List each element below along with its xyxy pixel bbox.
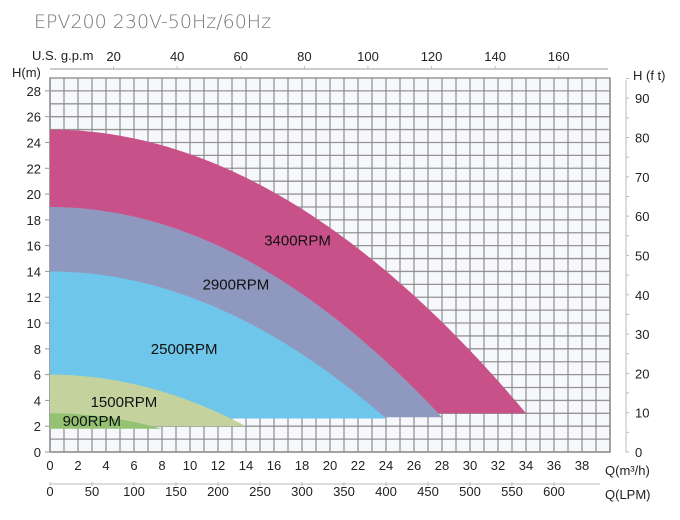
lpm-tick-label: 0 [46,484,53,499]
left-tick-label: 10 [27,316,41,331]
bottom-tick-label: 6 [130,458,137,473]
left-tick-label: 18 [27,213,41,228]
ft-tick-label: 50 [635,248,649,263]
series-label: 2900RPM [203,277,270,294]
left-tick-label: 4 [34,393,41,408]
ft-tick-label: 30 [635,327,649,342]
lpm-tick-label: 550 [501,484,523,499]
bottom-tick-label: 20 [323,458,337,473]
gpm-tick-label: 40 [170,49,184,64]
bottom-tick-label: 12 [211,458,225,473]
gpm-tick-label: 140 [484,49,506,64]
bottom-axis-label-lpm: Q(LPM) [605,487,651,502]
lpm-tick-label: 500 [459,484,481,499]
left-tick-label: 28 [27,84,41,99]
left-tick-label: 26 [27,110,41,125]
lpm-tick-label: 450 [417,484,439,499]
bottom-tick-label: 32 [491,458,505,473]
ft-tick-label: 20 [635,366,649,381]
bottom-tick-label: 14 [239,458,253,473]
gpm-tick-label: 160 [548,49,570,64]
series-label: 3400RPM [264,233,331,250]
bottom-tick-label: 26 [407,458,421,473]
lpm-tick-label: 600 [543,484,565,499]
lpm-tick-label: 150 [165,484,187,499]
gpm-tick-label: 100 [357,49,379,64]
bottom-axis-label-m3h: Q(m³/h) [605,463,650,478]
chart-title: EPV200 230V-50Hz/60Hz [34,11,271,33]
lpm-tick-label: 250 [249,484,271,499]
series-area-2500rpm [50,271,386,419]
bottom-tick-label: 16 [267,458,281,473]
left-tick-label: 14 [27,264,41,279]
lpm-tick-label: 100 [123,484,145,499]
left-tick-label: 8 [34,342,41,357]
bottom-tick-label: 18 [295,458,309,473]
bottom-tick-label: 28 [435,458,449,473]
gpm-tick-label: 80 [297,49,311,64]
lpm-tick-label: 400 [375,484,397,499]
series-area-900rpm [50,413,162,429]
ft-tick-label: 60 [635,209,649,224]
bottom-tick-label: 34 [519,458,533,473]
bottom-tick-label: 36 [547,458,561,473]
bottom-tick-label: 0 [46,458,53,473]
ft-tick-label: 80 [635,131,649,146]
left-tick-label: 20 [27,187,41,202]
gpm-tick-label: 60 [234,49,248,64]
lpm-tick-label: 300 [291,484,313,499]
bottom-tick-label: 10 [183,458,197,473]
series-label: 900RPM [63,413,121,430]
ft-tick-label: 90 [635,91,649,106]
series-label: 1500RPM [91,394,158,411]
ft-tick-label: 40 [635,288,649,303]
top-axis-label: U.S. g.p.m [32,48,93,63]
lpm-tick-label: 50 [85,484,99,499]
bottom-tick-label: 24 [379,458,393,473]
left-tick-label: 6 [34,368,41,383]
gpm-tick-label: 120 [421,49,443,64]
bottom-tick-label: 22 [351,458,365,473]
gpm-tick-label: 20 [106,49,120,64]
bottom-tick-label: 8 [158,458,165,473]
bottom-tick-label: 38 [575,458,589,473]
left-tick-label: 24 [27,135,41,150]
left-tick-label: 2 [34,419,41,434]
lpm-tick-label: 350 [333,484,355,499]
lpm-tick-label: 200 [207,484,229,499]
series-areas [50,129,526,429]
left-tick-label: 22 [27,161,41,176]
series-area-1500rpm [50,374,246,427]
series-labels: 3400RPM 2900RPM 2500RPM 1500RPM 900RPM [63,233,331,431]
bottom-tick-label: 2 [74,458,81,473]
right-axis-label: H (f t) [633,68,666,83]
ft-tick-label: 0 [635,445,642,460]
series-label: 2500RPM [151,341,218,358]
bottom-tick-label: 4 [102,458,109,473]
left-tick-label: 12 [27,290,41,305]
left-axis-label: H(m) [12,65,41,80]
ft-tick-label: 70 [635,170,649,185]
ft-tick-label: 10 [635,406,649,421]
left-tick-label: 16 [27,239,41,254]
bottom-tick-label: 30 [463,458,477,473]
left-tick-label: 0 [34,445,41,460]
